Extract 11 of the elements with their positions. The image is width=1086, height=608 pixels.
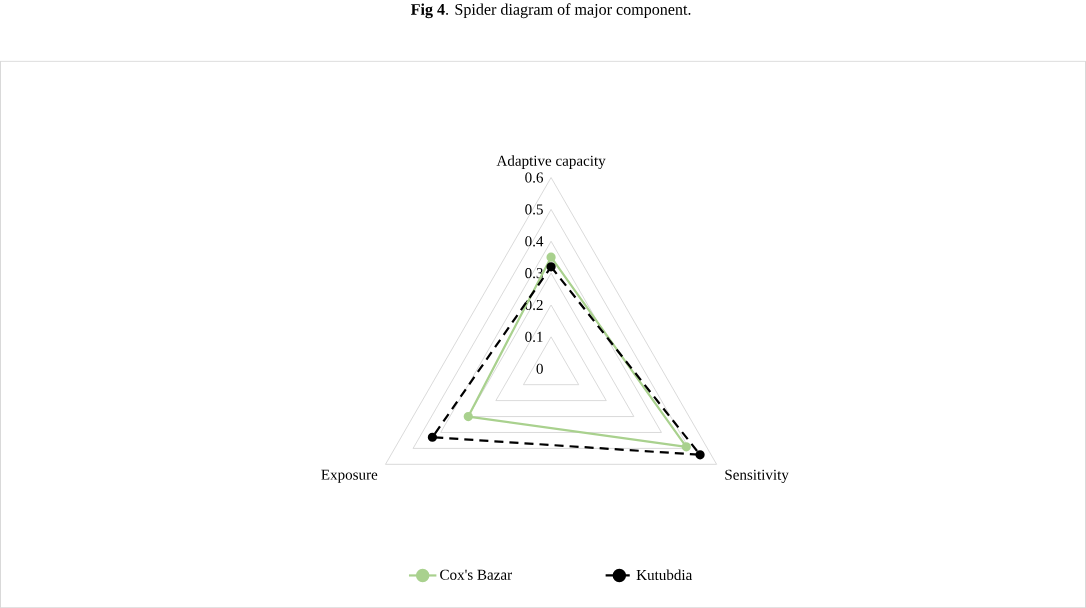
- spoke-label: Adaptive capacity: [496, 155, 606, 169]
- legend-label: Kutubdia: [636, 569, 693, 580]
- y-tick-label: 0.1: [525, 331, 543, 342]
- chart-title: Fig 4. Spider diagram of major component.: [410, 3, 691, 19]
- spoke-label: Sensitivity: [725, 469, 789, 483]
- spoke-label: Exposure: [321, 469, 378, 483]
- y-tick-label: 0.6: [525, 172, 544, 183]
- y-tick-label: 0: [536, 363, 543, 374]
- y-tick-label: 0.5: [525, 204, 543, 215]
- y-tick-label: 0.4: [525, 236, 544, 247]
- legend-label: Cox's Bazar: [440, 569, 512, 580]
